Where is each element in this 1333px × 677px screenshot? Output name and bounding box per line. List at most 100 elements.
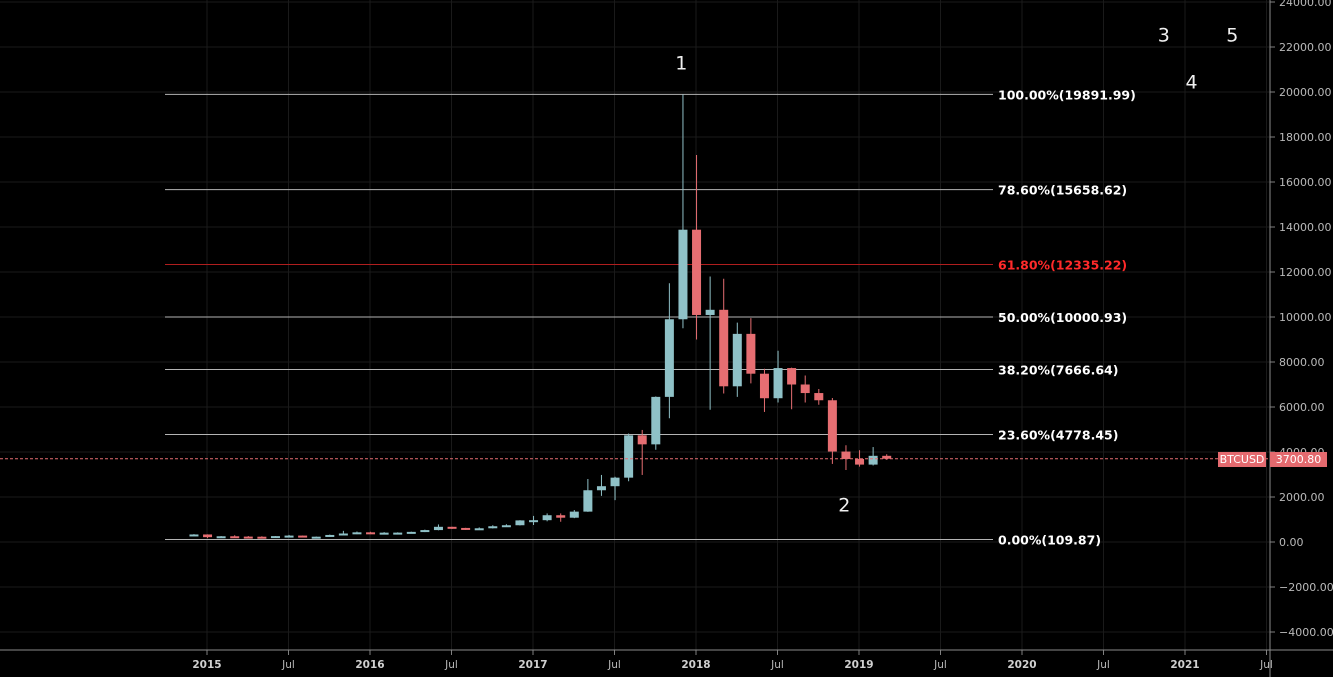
x-tick-label: Jul <box>444 659 458 671</box>
x-tick-label: Jul <box>1259 659 1273 671</box>
candle-body <box>515 520 525 526</box>
candle-body <box>827 400 837 452</box>
fib-level-label: 100.00%(19891.99) <box>998 87 1136 102</box>
candle <box>420 529 430 533</box>
last-price-badge: 3700.80 <box>1270 452 1327 467</box>
candle <box>583 479 593 512</box>
candle <box>433 524 443 531</box>
candle-body <box>352 532 362 535</box>
candle-body <box>759 373 769 399</box>
candle-body <box>651 396 661 445</box>
candle-body <box>841 451 851 459</box>
candle-body <box>705 309 715 315</box>
candle-body <box>814 393 824 401</box>
elliott-wave-labels[interactable]: 1 2 3 4 5 <box>675 24 1238 516</box>
candle-body <box>664 319 674 397</box>
candle <box>827 398 837 464</box>
candle <box>393 532 403 535</box>
candle <box>406 531 416 534</box>
candle <box>719 278 729 394</box>
candle-body <box>230 536 240 539</box>
x-tick-label: Jul <box>933 659 947 671</box>
candle <box>270 536 280 539</box>
candle <box>637 429 647 475</box>
candle-body <box>257 536 267 539</box>
y-tick-label: 22000.00 <box>1279 41 1332 54</box>
fib-level-label: 0.00%(109.87) <box>998 533 1101 548</box>
fib-level-label: 78.60%(15658.62) <box>998 183 1127 198</box>
candle <box>678 94 688 329</box>
candle <box>216 536 226 539</box>
candle <box>569 510 579 519</box>
candle <box>461 527 471 530</box>
candle-body <box>243 536 253 539</box>
symbol-badge: BTCUSD <box>1218 452 1266 467</box>
candle <box>814 389 824 405</box>
candle <box>787 367 797 410</box>
candle <box>624 433 634 482</box>
candle <box>311 536 321 539</box>
y-tick-label: 18000.00 <box>1279 131 1332 144</box>
y-tick-label: −4000.00 <box>1279 626 1333 639</box>
candle-body <box>732 333 742 387</box>
y-tick-label: 14000.00 <box>1279 221 1332 234</box>
wave-label-2[interactable]: 2 <box>838 495 850 517</box>
candle <box>855 450 865 467</box>
fib-level-label: 61.80%(12335.22) <box>998 257 1127 272</box>
candle-body <box>596 486 606 491</box>
candle <box>773 350 783 403</box>
candle-body <box>420 530 430 533</box>
candle <box>501 524 511 528</box>
wave-label-5[interactable]: 5 <box>1226 24 1238 46</box>
candle <box>488 525 498 529</box>
candle <box>868 447 878 466</box>
candle-body <box>366 532 376 535</box>
candle <box>841 445 851 470</box>
x-tick-label: 2018 <box>681 659 710 671</box>
x-axis[interactable]: 2015 Jul 2016 Jul 2017 Jul 2018 Jul 2019 Jul 2020 J… <box>0 649 1333 671</box>
candle-body <box>610 477 620 487</box>
candle <box>515 520 525 526</box>
candle <box>284 534 294 538</box>
x-tick-label: 2016 <box>355 659 384 671</box>
x-tick-label: Jul <box>770 659 784 671</box>
fibonacci-retracement[interactable]: 100.00%(19891.99) 78.60%(15658.62) 61.80%(… <box>165 87 1136 548</box>
candle <box>542 513 552 522</box>
x-tick-label: Jul <box>281 659 295 671</box>
wave-label-4[interactable]: 4 <box>1185 72 1197 94</box>
candle-body <box>338 533 348 536</box>
candle <box>732 322 742 397</box>
candle <box>338 530 348 536</box>
candle <box>379 532 389 535</box>
candle-body <box>270 536 280 539</box>
y-axis[interactable]: 24000.00 22000.00 20000.00 18000.00 16000.00… <box>1269 0 1333 677</box>
x-tick-label: 2020 <box>1007 659 1036 671</box>
candle <box>596 474 606 496</box>
wave-label-1[interactable]: 1 <box>675 53 687 75</box>
candle-body <box>393 532 403 535</box>
y-tick-label: 16000.00 <box>1279 176 1332 189</box>
candle <box>243 536 253 539</box>
candle-body <box>488 526 498 529</box>
candle-body <box>474 528 484 531</box>
candle <box>529 515 539 526</box>
candle-body <box>719 309 729 387</box>
candle <box>257 536 267 539</box>
wave-label-3[interactable]: 3 <box>1158 24 1170 46</box>
grid-lines <box>0 0 1270 650</box>
y-tick-label: 0.00 <box>1279 536 1304 549</box>
candle <box>705 276 715 410</box>
candle <box>298 535 308 538</box>
candle-body <box>800 384 810 394</box>
candle-body <box>311 536 321 539</box>
candle-body <box>556 515 566 518</box>
candle <box>189 534 199 537</box>
candle-body <box>433 526 443 531</box>
y-tick-label: −2000.00 <box>1279 581 1333 594</box>
candle-body <box>868 455 878 465</box>
candle <box>474 527 484 531</box>
candle-body <box>692 229 702 315</box>
y-tick-label: 6000.00 <box>1279 401 1325 414</box>
y-tick-label: 24000.00 <box>1279 0 1332 9</box>
